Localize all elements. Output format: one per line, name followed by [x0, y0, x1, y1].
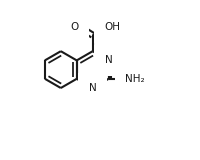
Text: NH₂: NH₂: [125, 74, 145, 84]
Text: O: O: [71, 22, 79, 32]
Text: N: N: [89, 83, 97, 93]
Text: OH: OH: [105, 22, 121, 32]
Text: N: N: [105, 55, 112, 65]
